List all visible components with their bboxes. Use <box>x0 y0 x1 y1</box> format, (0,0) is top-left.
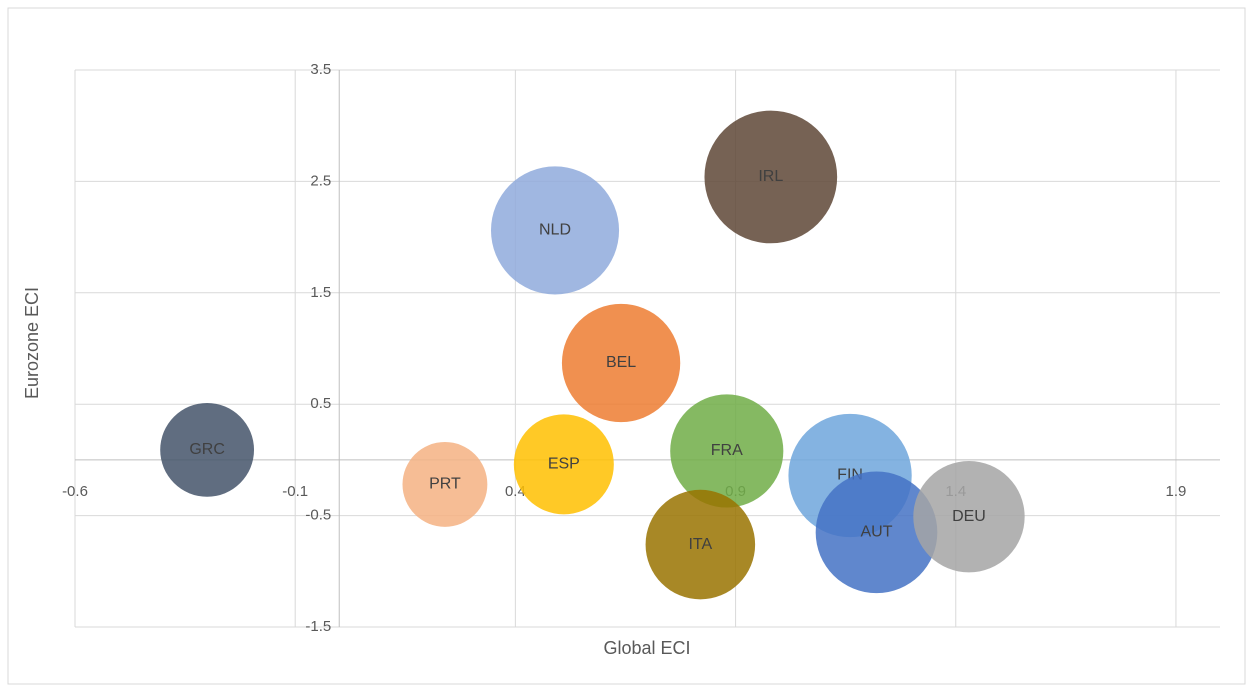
y-tick-label: 1.5 <box>310 284 331 301</box>
bubble <box>645 489 756 600</box>
bubble <box>561 303 681 423</box>
y-tick-label: 0.5 <box>310 395 331 412</box>
bubble <box>704 110 838 244</box>
bubble-label: ESP <box>548 456 580 473</box>
bubble-label: DEU <box>952 508 986 525</box>
y-tick-label: -0.5 <box>305 507 331 524</box>
bubble-label: BEL <box>606 354 636 371</box>
bubble-label: IRL <box>758 168 783 185</box>
bubble-label: AUT <box>861 524 893 541</box>
bubble <box>160 402 255 497</box>
bubble <box>815 471 938 594</box>
y-axis-title: Eurozone ECI <box>22 287 42 399</box>
y-tick-label: -1.5 <box>305 618 331 635</box>
y-tick-label: 3.5 <box>310 61 331 78</box>
bubble-label: ITA <box>688 536 712 553</box>
bubble-label: PRT <box>429 476 461 493</box>
bubble <box>402 441 488 527</box>
x-tick-label: 1.9 <box>1166 483 1187 500</box>
bubble <box>670 394 784 508</box>
bubble <box>913 461 1025 573</box>
x-tick-label: -0.6 <box>62 483 88 500</box>
bubble-label: FRA <box>711 442 743 459</box>
y-tick-label: 2.5 <box>310 172 331 189</box>
bubble-label: GRC <box>189 441 225 458</box>
bubble <box>490 166 620 295</box>
x-axis-title: Global ECI <box>603 638 690 658</box>
x-tick-label: -0.1 <box>282 483 308 500</box>
bubble-label: NLD <box>539 222 571 239</box>
bubble <box>513 414 614 515</box>
